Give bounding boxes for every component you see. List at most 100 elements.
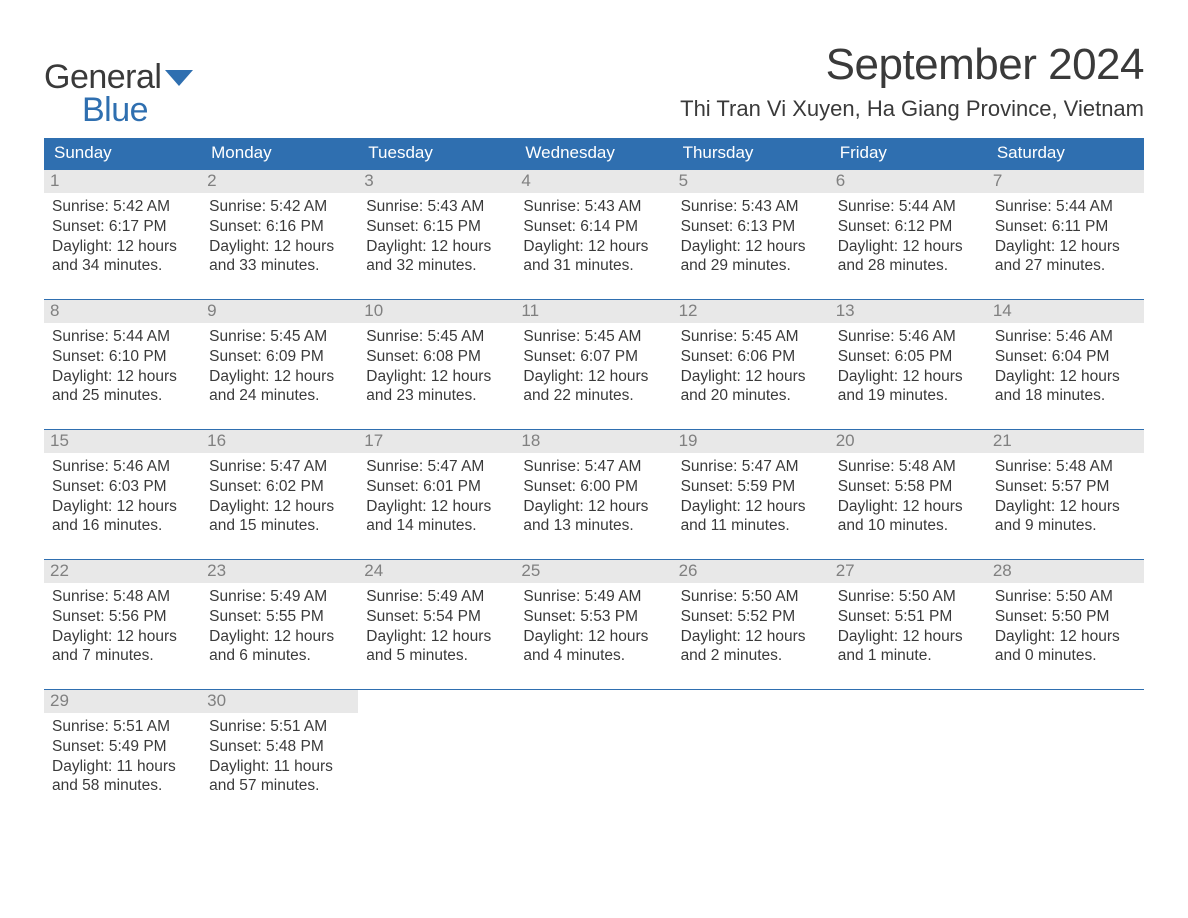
daylight-line: Daylight: 12 hours and 34 minutes. [52,237,195,277]
day-cell: 4 Sunrise: 5:43 AMSunset: 6:14 PMDaylight… [515,170,672,299]
day-number: 7 [987,170,1144,193]
day-cell: 6Sunrise: 5:44 AMSunset: 6:12 PMDaylight… [830,170,987,299]
day-cell: 14Sunrise: 5:46 AMSunset: 6:04 PMDayligh… [987,300,1144,429]
day-cell [358,690,515,819]
sunset-line: Sunset: 5:56 PM [52,607,195,627]
title-block: September 2024 Thi Tran Vi Xuyen, Ha Gia… [680,40,1144,132]
sunrise-line: Sunrise: 5:46 AM [995,327,1138,347]
daylight-line: Daylight: 12 hours and 25 minutes. [52,367,195,407]
daylight-line: Daylight: 12 hours and 9 minutes. [995,497,1138,537]
day-header: Sunday [44,138,201,169]
day-details: Sunrise: 5:47 AMSunset: 6:00 PMDaylight:… [519,457,668,536]
sunrise-line: Sunrise: 5:43 AM [523,197,666,217]
sunrise-line: Sunrise: 5:45 AM [523,327,666,347]
day-details: Sunrise: 5:43 AMSunset: 6:15 PMDaylight:… [362,197,511,276]
sunset-line: Sunset: 5:52 PM [681,607,824,627]
daylight-line: Daylight: 12 hours and 0 minutes. [995,627,1138,667]
day-cell: 10Sunrise: 5:45 AMSunset: 6:08 PMDayligh… [358,300,515,429]
day-header: Saturday [987,138,1144,169]
sunrise-line: Sunrise: 5:47 AM [209,457,352,477]
logo-text-blue: Blue [82,91,193,130]
sunrise-line: Sunrise: 5:51 AM [52,717,195,737]
sunset-line: Sunset: 6:17 PM [52,217,195,237]
day-number: 3 [358,170,515,193]
day-details: Sunrise: 5:49 AMSunset: 5:54 PMDaylight:… [362,587,511,666]
sunset-line: Sunset: 6:10 PM [52,347,195,367]
day-details: Sunrise: 5:46 AMSunset: 6:04 PMDaylight:… [991,327,1140,406]
day-cell: 29Sunrise: 5:51 AMSunset: 5:49 PMDayligh… [44,690,201,819]
daylight-line: Daylight: 12 hours and 22 minutes. [523,367,666,407]
daylight-line: Daylight: 11 hours and 57 minutes. [209,757,352,797]
sunrise-line: Sunrise: 5:48 AM [995,457,1138,477]
day-cell: 12Sunrise: 5:45 AMSunset: 6:06 PMDayligh… [673,300,830,429]
sunrise-line: Sunrise: 5:45 AM [681,327,824,347]
day-number: 12 [673,300,830,323]
day-header-row: SundayMondayTuesdayWednesdayThursdayFrid… [44,138,1144,169]
sunset-line: Sunset: 5:48 PM [209,737,352,757]
sunset-line: Sunset: 5:50 PM [995,607,1138,627]
sunset-line: Sunset: 5:55 PM [209,607,352,627]
sunrise-line: Sunrise: 5:49 AM [366,587,509,607]
day-details: Sunrise: 5:49 AMSunset: 5:53 PMDaylight:… [519,587,668,666]
day-number: 2 [201,170,358,193]
day-number: 30 [201,690,358,713]
daylight-line: Daylight: 12 hours and 1 minute. [838,627,981,667]
sunrise-line: Sunrise: 5:42 AM [52,197,195,217]
sunrise-line: Sunrise: 5:46 AM [838,327,981,347]
day-cell: 23Sunrise: 5:49 AMSunset: 5:55 PMDayligh… [201,560,358,689]
day-details: Sunrise: 5:43 AMSunset: 6:13 PMDaylight:… [677,197,826,276]
day-details: Sunrise: 5:48 AMSunset: 5:58 PMDaylight:… [834,457,983,536]
day-details: Sunrise: 5:44 AMSunset: 6:12 PMDaylight:… [834,197,983,276]
sunrise-line: Sunrise: 5:45 AM [209,327,352,347]
sunrise-line: Sunrise: 5:47 AM [523,457,666,477]
sunrise-line: Sunrise: 5:49 AM [209,587,352,607]
day-cell: 30Sunrise: 5:51 AMSunset: 5:48 PMDayligh… [201,690,358,819]
daylight-line: Daylight: 12 hours and 14 minutes. [366,497,509,537]
sunset-line: Sunset: 6:01 PM [366,477,509,497]
sunrise-line: Sunrise: 5:45 AM [366,327,509,347]
day-cell: 28Sunrise: 5:50 AMSunset: 5:50 PMDayligh… [987,560,1144,689]
sunrise-line: Sunrise: 5:50 AM [995,587,1138,607]
day-cell: 22 Sunrise: 5:48 AMSunset: 5:56 PMDayligh… [44,560,201,689]
sunset-line: Sunset: 5:51 PM [838,607,981,627]
logo: General Blue [44,40,193,130]
sunrise-line: Sunrise: 5:42 AM [209,197,352,217]
week-row: 22Sunrise: 5:48 AMSunset: 5:56 PMDayligh… [44,559,1144,689]
day-cell [830,690,987,819]
daylight-line: Daylight: 12 hours and 4 minutes. [523,627,666,667]
daylight-line: Daylight: 12 hours and 18 minutes. [995,367,1138,407]
sunrise-line: Sunrise: 5:44 AM [52,327,195,347]
day-number: 10 [358,300,515,323]
daylight-line: Daylight: 12 hours and 16 minutes. [52,497,195,537]
day-header: Monday [201,138,358,169]
day-details: Sunrise: 5:48 AMSunset: 5:57 PMDaylight:… [991,457,1140,536]
calendar: SundayMondayTuesdayWednesdayThursdayFrid… [44,138,1144,819]
day-number: 22 [44,560,201,583]
sunset-line: Sunset: 6:15 PM [366,217,509,237]
day-number: 25 [515,560,672,583]
week-row: 15 Sunrise: 5:46 AMSunset: 6:03 PMDayligh… [44,429,1144,559]
day-details: Sunrise: 5:43 AMSunset: 6:14 PMDaylight:… [519,197,668,276]
daylight-line: Daylight: 12 hours and 13 minutes. [523,497,666,537]
header: General Blue September 2024 Thi Tran Vi … [44,40,1144,132]
logo-flag-icon [165,68,193,88]
daylight-line: Daylight: 12 hours and 32 minutes. [366,237,509,277]
day-header: Wednesday [515,138,672,169]
day-number: 15 [44,430,201,453]
sunset-line: Sunset: 5:59 PM [681,477,824,497]
day-number: 26 [673,560,830,583]
day-number: 23 [201,560,358,583]
sunset-line: Sunset: 6:00 PM [523,477,666,497]
day-number: 11 [515,300,672,323]
sunset-line: Sunset: 6:07 PM [523,347,666,367]
day-details: Sunrise: 5:48 AMSunset: 5:56 PMDaylight:… [48,587,197,666]
sunset-line: Sunset: 6:06 PM [681,347,824,367]
day-cell: 2Sunrise: 5:42 AMSunset: 6:16 PMDaylight… [201,170,358,299]
sunset-line: Sunset: 6:12 PM [838,217,981,237]
day-details: Sunrise: 5:46 AMSunset: 6:03 PMDaylight:… [48,457,197,536]
sunset-line: Sunset: 6:08 PM [366,347,509,367]
sunrise-line: Sunrise: 5:48 AM [52,587,195,607]
day-cell: 26Sunrise: 5:50 AMSunset: 5:52 PMDayligh… [673,560,830,689]
day-number: 4 [515,170,672,193]
day-details: Sunrise: 5:42 AMSunset: 6:17 PMDaylight:… [48,197,197,276]
